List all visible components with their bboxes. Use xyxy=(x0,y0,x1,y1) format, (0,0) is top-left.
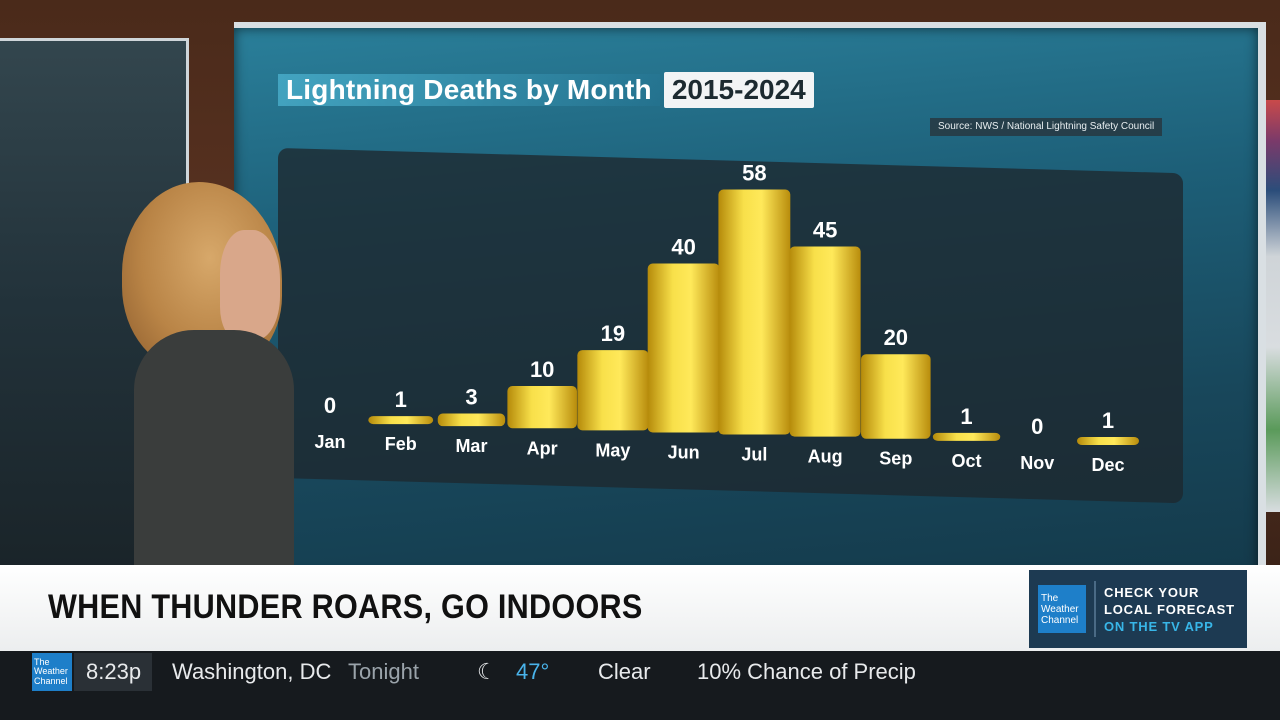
category-label-oct: Oct xyxy=(952,451,982,471)
headline-text: WHEN THUNDER ROARS, GO INDOORS xyxy=(48,588,643,626)
tv-app-promo: The Weather Channel CHECK YOUR LOCAL FOR… xyxy=(1029,570,1247,648)
value-label-aug: 45 xyxy=(813,218,837,243)
promo-logo-line: The xyxy=(1041,592,1059,604)
presenter-body xyxy=(134,330,294,580)
chart-source: Source: NWS / National Lightning Safety … xyxy=(930,118,1163,136)
value-label-jan: 0 xyxy=(324,393,336,418)
category-label-dec: Dec xyxy=(1091,455,1124,475)
ticker-temperature: 47° xyxy=(516,659,550,684)
chart-title: Lightning Deaths by Month 2015-2024 xyxy=(278,72,814,108)
category-label-apr: Apr xyxy=(527,438,558,458)
bar-oct xyxy=(932,432,1001,441)
weather-ticker xyxy=(0,651,1280,720)
bar-aug xyxy=(789,246,861,437)
bar-feb xyxy=(368,416,434,425)
promo-line-1: CHECK YOUR xyxy=(1104,584,1200,600)
bar-mar xyxy=(437,413,506,427)
ticker-precip: 10% Chance of Precip xyxy=(697,659,916,684)
ticker-time: 8:23p xyxy=(86,659,142,684)
value-label-apr: 10 xyxy=(530,357,554,382)
bar-may xyxy=(577,350,649,431)
moon-icon: ☾ xyxy=(477,659,497,684)
value-label-sep: 20 xyxy=(884,325,908,350)
category-label-feb: Feb xyxy=(385,434,417,454)
chart-title-years: 2015-2024 xyxy=(663,72,814,108)
ticker-logo: The Weather Channel xyxy=(32,653,72,691)
ticker-condition: Clear xyxy=(598,659,651,684)
promo-divider xyxy=(1094,581,1096,637)
value-label-feb: 1 xyxy=(395,387,407,412)
ticker-city: Washington, DC xyxy=(172,659,332,684)
ticker-logo-line: The xyxy=(34,656,50,667)
ticker-time-box xyxy=(74,653,152,691)
promo-logo-line: Weather xyxy=(1041,603,1079,615)
value-label-jul: 58 xyxy=(742,161,766,186)
value-label-oct: 1 xyxy=(960,404,972,429)
value-label-mar: 3 xyxy=(465,385,477,410)
value-label-dec: 1 xyxy=(1102,408,1114,433)
ticker-logo-line: Channel xyxy=(34,675,68,686)
value-label-nov: 0 xyxy=(1031,414,1043,439)
category-label-jan: Jan xyxy=(314,432,345,452)
promo-line-3: ON THE TV APP xyxy=(1104,618,1214,634)
weather-channel-logo: The Weather Channel xyxy=(1038,585,1086,633)
bar-dec xyxy=(1077,437,1139,445)
bar-sep xyxy=(861,354,931,439)
category-label-jun: Jun xyxy=(668,442,700,462)
category-label-jul: Jul xyxy=(741,445,767,465)
category-label-sep: Sep xyxy=(879,449,912,469)
category-label-nov: Nov xyxy=(1020,453,1054,473)
bar-jul xyxy=(718,189,791,435)
promo-line-2: LOCAL FORECAST xyxy=(1104,601,1235,617)
promo-logo-line: Channel xyxy=(1041,614,1079,626)
value-label-may: 19 xyxy=(601,321,625,346)
presenter-face xyxy=(220,230,280,340)
chart-title-text: Lightning Deaths by Month xyxy=(278,74,660,106)
ticker-logo-line: Weather xyxy=(34,666,68,677)
value-label-jun: 40 xyxy=(671,234,695,259)
category-label-aug: Aug xyxy=(808,447,843,467)
bar-apr xyxy=(507,386,577,429)
category-label-may: May xyxy=(595,440,630,460)
promo-text: CHECK YOUR LOCAL FORECAST ON THE TV APP xyxy=(1104,584,1235,635)
bar-jun xyxy=(647,263,720,433)
category-label-mar: Mar xyxy=(455,436,487,456)
ticker-period: Tonight xyxy=(348,659,419,684)
